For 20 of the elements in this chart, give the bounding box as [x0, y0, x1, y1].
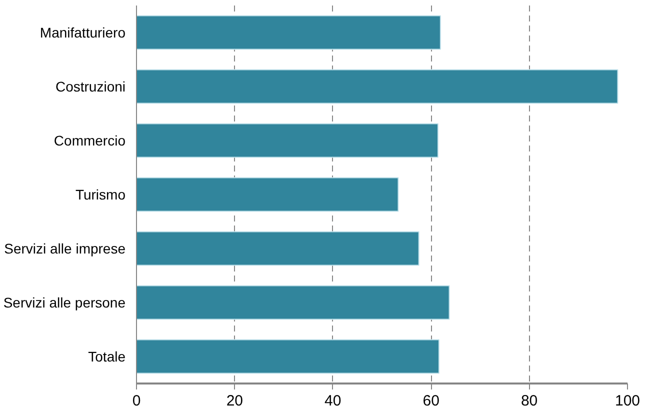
bar: [136, 285, 450, 320]
x-tick-label: 0: [132, 392, 141, 410]
bar: [136, 69, 618, 104]
bar: [136, 123, 438, 158]
y-tick-label: Commercio: [54, 132, 126, 148]
y-tick-label: Servizi alle persone: [3, 294, 126, 310]
y-tick-label: Totale: [88, 348, 126, 364]
x-tick-label: 80: [520, 392, 538, 410]
y-tick-label: Servizi alle imprese: [4, 240, 126, 256]
y-tick-label: Manifatturiero: [40, 24, 126, 40]
bar: [136, 231, 420, 266]
bar: [136, 15, 441, 50]
y-tick-label: Costruzioni: [55, 78, 126, 94]
y-tick-label: Turismo: [75, 186, 126, 202]
x-tick-label: 40: [324, 392, 342, 410]
bar: [136, 339, 440, 374]
x-tick-label: 100: [614, 392, 640, 410]
bar: [136, 177, 399, 212]
x-tick-label: 20: [226, 392, 244, 410]
x-tick-label: 60: [422, 392, 440, 410]
